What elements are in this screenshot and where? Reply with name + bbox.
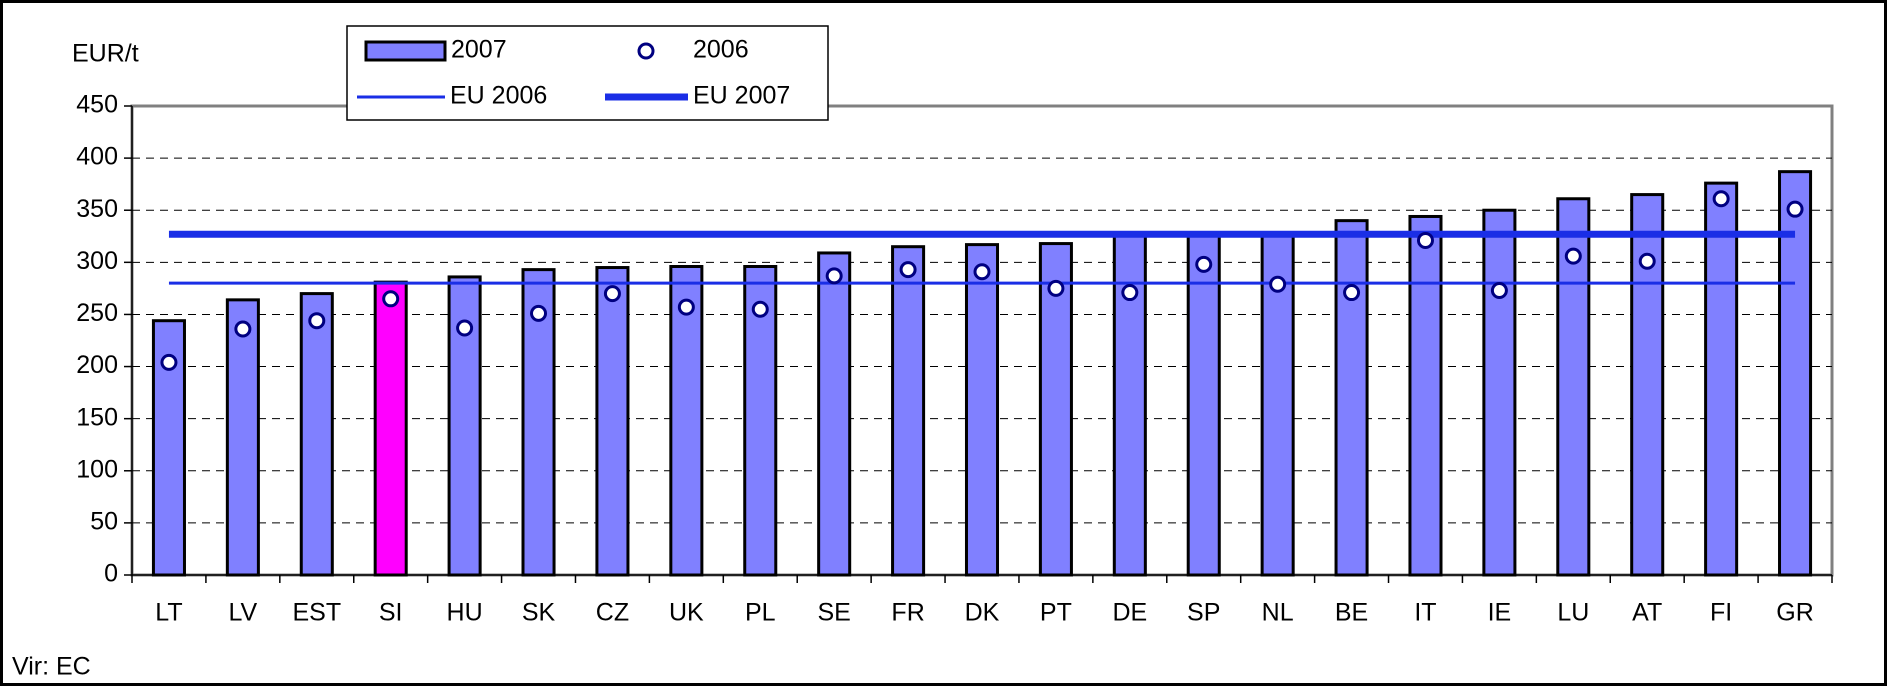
x-tick-label: LU	[1557, 599, 1589, 627]
y-tick-label: 50	[90, 507, 118, 535]
y-tick-label: 450	[76, 91, 118, 119]
y-axis-label: EUR/t	[72, 40, 139, 68]
bar	[1704, 181, 1739, 577]
bar	[1408, 214, 1443, 577]
bar	[373, 280, 408, 577]
x-tick-label: SE	[817, 599, 850, 627]
point	[1416, 231, 1434, 249]
point	[382, 290, 400, 308]
source: Vir: EC	[12, 653, 91, 681]
bar	[743, 265, 778, 577]
y-tick-label: 100	[76, 455, 118, 483]
x-tick-label: GR	[1776, 599, 1814, 627]
y-tick-label: 250	[76, 299, 118, 327]
point	[677, 298, 695, 316]
x-tick-label: NL	[1262, 599, 1294, 627]
bar	[817, 251, 852, 577]
legend-label: EU 2006	[450, 82, 547, 110]
point	[1343, 284, 1361, 302]
y-tick-label: 0	[104, 560, 118, 588]
point	[234, 320, 252, 338]
x-tick-label: LT	[155, 599, 182, 627]
legend-label: 2006	[693, 36, 749, 64]
point	[1490, 281, 1508, 299]
point	[1564, 247, 1582, 265]
point	[456, 319, 474, 337]
bar	[964, 243, 1000, 577]
x-tick-label: DE	[1112, 599, 1147, 627]
point	[899, 261, 917, 279]
point	[751, 300, 769, 318]
point	[1269, 275, 1287, 293]
x-tick-label: SK	[522, 599, 556, 627]
x-tick-label: PT	[1040, 599, 1072, 627]
bar	[1778, 170, 1813, 577]
x-tick-label: IT	[1414, 599, 1436, 627]
y-tick-label: 200	[76, 351, 118, 379]
point	[530, 304, 548, 322]
bar	[595, 266, 630, 577]
point	[1786, 200, 1804, 218]
bar	[1482, 208, 1517, 577]
legend-label: EU 2007	[693, 82, 790, 110]
x-tick-label: PL	[745, 599, 776, 627]
x-tick-label: BE	[1335, 599, 1368, 627]
legend-swatch	[364, 40, 447, 62]
bar	[891, 245, 926, 577]
x-tick-label: SP	[1187, 599, 1220, 627]
bar	[299, 292, 334, 577]
point	[160, 353, 178, 371]
x-tick-label: SI	[379, 599, 403, 627]
x-tick-label: HU	[447, 599, 483, 627]
bar	[1630, 193, 1665, 577]
point	[1047, 279, 1065, 297]
point	[1195, 255, 1213, 273]
x-tick-label: CZ	[596, 599, 629, 627]
x-tick-label: LV	[229, 599, 258, 627]
bar	[1334, 219, 1369, 577]
y-tick-label: 350	[76, 195, 118, 223]
y-tick-label: 400	[76, 143, 118, 171]
x-tick-label: EST	[292, 599, 341, 627]
point	[1638, 252, 1656, 270]
point	[308, 312, 326, 330]
point	[825, 267, 843, 285]
x-tick-label: IE	[1488, 599, 1512, 627]
x-tick-label: DK	[965, 599, 1000, 627]
bar	[669, 265, 704, 577]
point	[1712, 190, 1730, 208]
bar	[225, 298, 260, 577]
x-tick-label: UK	[669, 599, 704, 627]
point	[603, 285, 621, 303]
x-tick-label: AT	[1632, 599, 1662, 627]
bar	[1038, 242, 1073, 577]
legend-swatch	[637, 42, 655, 60]
point	[1121, 284, 1139, 302]
x-tick-label: FR	[891, 599, 924, 627]
point	[973, 263, 991, 281]
y-tick-label: 150	[76, 403, 118, 431]
legend-label: 2007	[451, 36, 507, 64]
x-tick-label: FI	[1710, 599, 1732, 627]
y-tick-label: 300	[76, 247, 118, 275]
